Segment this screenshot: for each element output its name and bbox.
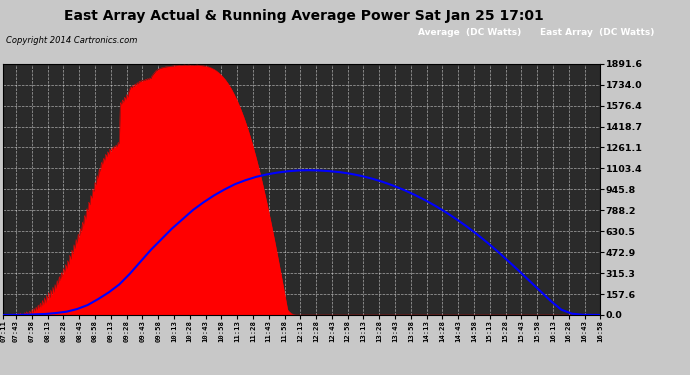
Text: Copyright 2014 Cartronics.com: Copyright 2014 Cartronics.com (6, 36, 137, 45)
Text: Average  (DC Watts): Average (DC Watts) (418, 28, 521, 37)
Text: East Array Actual & Running Average Power Sat Jan 25 17:01: East Array Actual & Running Average Powe… (63, 9, 544, 23)
Text: East Array  (DC Watts): East Array (DC Watts) (540, 28, 655, 37)
